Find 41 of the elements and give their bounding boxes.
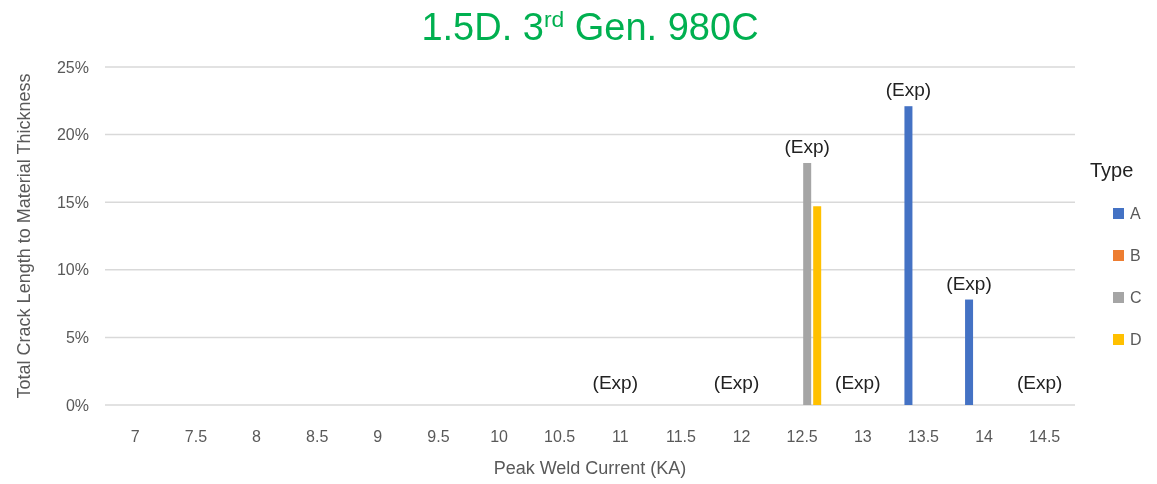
x-tick-label: 10.5 [544,428,576,445]
x-tick-label: 8 [252,428,262,445]
data-label: (Exp) [713,372,760,393]
legend-label: D [1130,331,1142,348]
legend-label: A [1130,205,1141,222]
x-tick-label: 12.5 [786,428,818,445]
legend-label: B [1130,247,1141,264]
x-tick-label: 11 [612,428,629,445]
y-tick-label: 10% [56,261,89,279]
y-tick-label: 20% [56,126,89,144]
y-tick-label: 25% [56,58,89,76]
x-axis-title: Peak Weld Current (KA) [493,458,687,478]
data-label: (Exp) [784,135,830,157]
data-label: (Exp) [885,79,932,101]
x-tick-label: 14 [975,428,994,445]
legend-title: Type [1090,159,1134,181]
bar [965,299,974,405]
x-tick-label: 11.5 [665,428,697,445]
y-tick-label: 15% [56,193,89,211]
x-tick-label: 10 [490,428,509,445]
legend-label: C [1130,289,1142,306]
x-tick-label: 7 [130,428,140,445]
y-tick-label: 5% [65,329,89,346]
x-tick-label: 9 [373,428,383,445]
x-tick-label: 8.5 [306,428,329,445]
data-label: (Exp) [946,272,992,294]
bar [813,206,822,405]
bar [803,162,812,405]
x-tick-label: 13 [853,428,872,445]
y-axis-title: Total Crack Length to Material Thickness [14,73,34,399]
bar [904,106,913,405]
x-tick-label: 9.5 [427,428,450,445]
chart-title: 1.5D. 3$^{rd}$ Gen. 980C [421,6,759,48]
data-label: (Exp) [1016,372,1063,393]
x-tick-label: 14.5 [1029,428,1061,445]
x-tick-label: 7.5 [184,428,208,445]
x-tick-label: 12 [732,428,751,445]
data-label: (Exp) [835,372,881,393]
y-tick-label: 0% [65,396,89,414]
x-tick-label: 13.5 [907,428,940,445]
data-label: (Exp) [592,372,639,393]
